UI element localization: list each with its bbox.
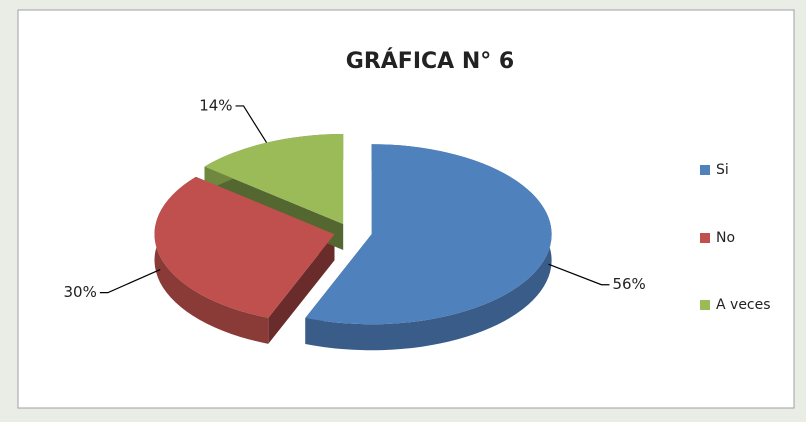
legend-swatch [700, 233, 710, 243]
slice [305, 144, 552, 325]
data-label: 56% [612, 275, 645, 293]
legend-label: No [716, 230, 735, 246]
leader-line [548, 263, 610, 286]
legend-swatch [700, 300, 710, 310]
slice [154, 176, 335, 318]
leader-line [235, 105, 268, 143]
data-label: 14% [199, 96, 232, 114]
legend-swatch [700, 165, 710, 175]
leader-line [99, 269, 161, 294]
chart-title: GRÁFICA N° 6 [346, 48, 514, 74]
slice-side [305, 144, 552, 351]
data-label: 30% [64, 283, 97, 301]
slice-side [154, 176, 269, 344]
legend-label: A veces [716, 297, 771, 313]
slice-wall [268, 234, 335, 344]
slice [204, 134, 344, 225]
legend-label: Si [716, 162, 729, 178]
